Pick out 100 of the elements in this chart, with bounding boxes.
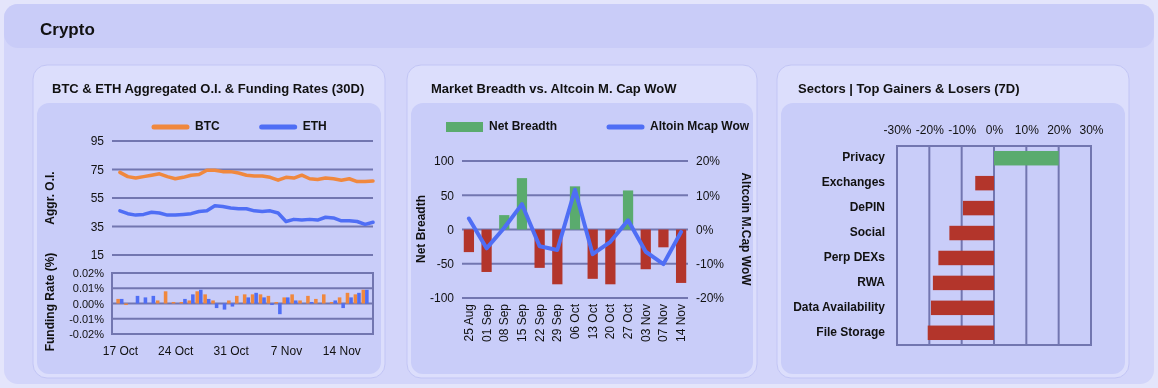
line-series [118,168,375,184]
y-tick-label: File Storage [816,324,886,339]
text: Crypto [40,20,95,40]
x-tick-label: 25 Aug [461,304,476,342]
y2-tick-label: 10% [696,188,721,203]
y-axis-title: Funding Rate (%) [43,252,57,352]
bar [286,297,290,304]
x-tick-label: 13 Oct [585,303,600,340]
chart-title: BTC & ETH Aggregated O.I. & Funding Rates (30D) [52,81,365,97]
bar [341,303,345,309]
bar [254,292,258,304]
chart-title: Sectors | Top Gainers & Losers (7D) [798,81,1020,97]
bar [463,229,475,253]
x-tick-label: 7 Nov [270,343,303,358]
bar [116,298,120,304]
y2-tick-label: -20% [696,291,725,306]
bar [242,294,247,304]
x-tick-label: -10% [948,123,977,137]
y-tick-label: RWA [857,275,886,290]
bar [143,297,148,304]
bar [199,289,203,304]
y-tick-label: 0.00% [72,297,105,310]
y2-tick-label: -10% [696,257,725,272]
chart-title: Market Breadth vs. Altcoin M. Cap WoW [431,81,678,97]
x-tick-label: 29 Sep [550,303,565,343]
bar [246,297,251,304]
bar [119,298,124,304]
bar [306,295,310,304]
y2-axis-title: Altcoin M.Cap WoW [739,172,753,287]
y-tick-label: -50 [436,257,455,272]
x-tick-label: 20 Oct [603,303,618,340]
legend-label: Net Breadth [489,119,558,134]
bar [206,298,211,304]
y-tick-label: 95 [90,134,105,149]
y-axis-title: Net Breadth [414,194,428,264]
bar [357,292,361,304]
line-series [118,204,375,227]
y-tick-label: 55 [90,191,105,206]
x-tick-label: 22 Sep [532,303,547,343]
y2-tick-label: 20% [696,154,721,169]
bar [333,300,338,304]
bar [314,298,318,304]
x-tick-label: 24 Oct [158,343,195,358]
x-tick-label: 06 Oct [568,303,582,340]
y-tick-label: 0 [447,222,455,237]
x-tick-label: 14 Nov [674,304,689,343]
bar [353,294,358,304]
bar [163,291,168,304]
x-tick-label: 0% [985,123,1004,137]
x-tick-label: 17 Oct [102,343,139,358]
bar [195,291,199,304]
bar [321,294,326,304]
bar [349,297,353,304]
x-tick-label: 15 Sep [514,303,529,343]
x-tick-label: 10% [1014,123,1040,137]
bar [262,297,266,304]
bar [290,294,294,304]
x-tick-label: 01 Sep [479,303,494,343]
y-tick-label: 100 [433,154,455,169]
bar [278,303,282,315]
y-tick-label: 15 [90,248,105,263]
x-tick-label: 30% [1079,123,1104,137]
bar [183,298,187,304]
x-tick-label: 31 Oct [213,343,250,358]
legend-label: ETH [302,119,327,134]
x-tick-label: 08 Sep [497,303,512,343]
y-tick-label: Data Availability [793,300,886,315]
line-series [466,187,684,267]
x-tick-label: 07 Nov [656,304,671,343]
x-tick-label: 14 Nov [322,343,361,358]
y-tick-label: -100 [429,291,455,306]
y-tick-label: 35 [90,219,105,234]
bar [658,229,669,248]
y-axis-title: Aggr. O.I. [43,171,57,225]
bar [227,300,231,304]
bar [155,300,160,304]
bar [298,300,302,304]
legend-label: Altoin Mcap Wow [650,119,750,134]
x-tick-label: 27 Oct [621,303,636,340]
y-tick-label: 50 [440,188,455,203]
legend-label: BTC [195,119,220,134]
y-tick-label: Perp DEXs [823,250,886,265]
bar [234,295,239,304]
y-tick-label: Social [849,225,885,240]
bar [203,294,207,304]
bar [187,300,192,304]
y-tick-label: DePIN [849,200,885,215]
bar [282,297,286,304]
bar [211,300,215,304]
x-tick-label: -20% [915,123,945,137]
y-tick-label: Privacy [842,150,886,165]
y-tick-label: -0.01% [69,312,105,325]
bar [337,297,342,304]
x-tick-label: 03 Nov [638,304,653,343]
bar [293,300,298,304]
x-tick-label: 20% [1047,123,1072,137]
y-tick-label: 0.01% [72,282,105,295]
bar [365,289,369,304]
bar [191,294,195,304]
y-tick-label: 75 [90,162,105,177]
